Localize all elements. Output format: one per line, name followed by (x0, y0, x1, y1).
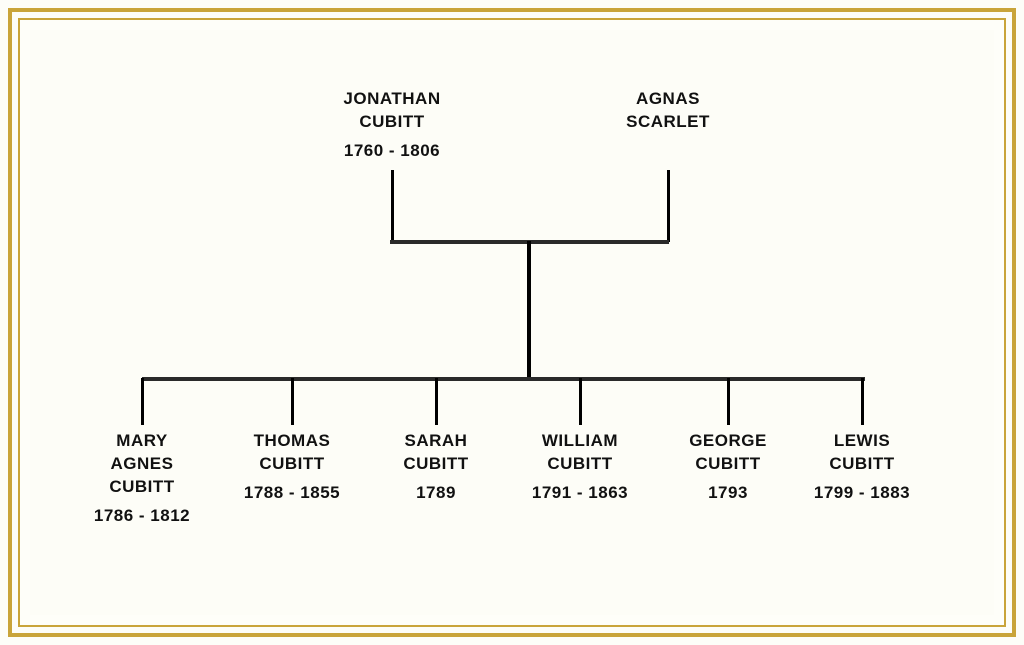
person-surname: CUBITT (356, 453, 516, 476)
connector-line (435, 378, 438, 425)
connector-line (667, 170, 670, 242)
child-node: THOMASCUBITT 1788 - 1855 (212, 430, 372, 505)
person-first-name: THOMAS (212, 430, 372, 453)
person-surname: CUBITT (500, 453, 660, 476)
parent-node: AGNASSCARLET (588, 88, 748, 134)
person-first-name: JONATHAN (312, 88, 472, 111)
connector-line (861, 378, 864, 425)
decorative-frame-outer: JONATHANCUBITT1760 - 1806AGNASSCARLETMAR… (8, 8, 1016, 637)
connector-line (727, 378, 730, 425)
person-dates: 1788 - 1855 (212, 482, 372, 505)
person-surname: CUBITT (782, 453, 942, 476)
decorative-frame-inner: JONATHANCUBITT1760 - 1806AGNASSCARLETMAR… (18, 18, 1006, 627)
person-first-name: SARAH (356, 430, 516, 453)
person-dates: 1760 - 1806 (312, 140, 472, 163)
connector-line (391, 170, 394, 242)
person-first-name: LEWIS (782, 430, 942, 453)
connector-line (291, 378, 294, 425)
child-node: LEWISCUBITT 1799 - 1883 (782, 430, 942, 505)
person-first-name: AGNAS (588, 88, 748, 111)
connector-line (142, 377, 865, 381)
person-dates: 1799 - 1883 (782, 482, 942, 505)
parent-node: JONATHANCUBITT 1760 - 1806 (312, 88, 472, 163)
child-node: MARYAGNESCUBITT 1786 - 1812 (62, 430, 222, 528)
connector-line (579, 378, 582, 425)
person-surname: CUBITT (312, 111, 472, 134)
connector-line (141, 378, 144, 425)
person-surname: CUBITT (62, 476, 222, 499)
connector-line (527, 241, 531, 379)
person-dates: 1786 - 1812 (62, 505, 222, 528)
person-middle-name: AGNES (62, 453, 222, 476)
child-node: SARAHCUBITT 1789 (356, 430, 516, 505)
person-surname: CUBITT (212, 453, 372, 476)
person-dates: 1791 - 1863 (500, 482, 660, 505)
person-first-name: MARY (62, 430, 222, 453)
family-tree-canvas: JONATHANCUBITT1760 - 1806AGNASSCARLETMAR… (30, 30, 994, 615)
child-node: WILLIAMCUBITT 1791 - 1863 (500, 430, 660, 505)
person-dates: 1789 (356, 482, 516, 505)
person-surname: SCARLET (588, 111, 748, 134)
person-first-name: WILLIAM (500, 430, 660, 453)
